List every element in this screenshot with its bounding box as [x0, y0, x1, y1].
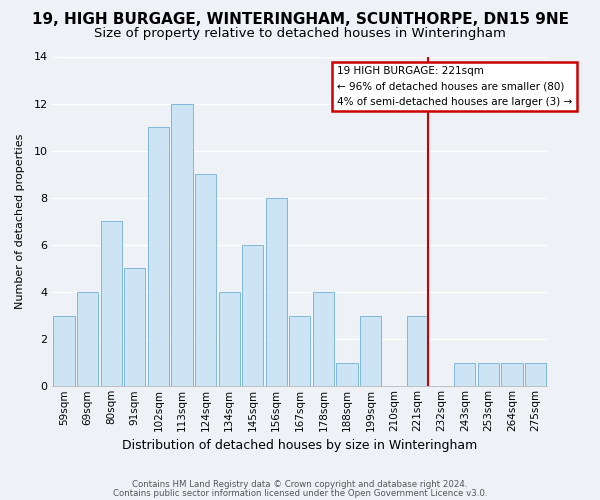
Bar: [360, 316, 381, 386]
Text: Contains HM Land Registry data © Crown copyright and database right 2024.: Contains HM Land Registry data © Crown c…: [132, 480, 468, 489]
Bar: [101, 222, 122, 386]
Text: 19 HIGH BURGAGE: 221sqm
← 96% of detached houses are smaller (80)
4% of semi-det: 19 HIGH BURGAGE: 221sqm ← 96% of detache…: [337, 66, 572, 107]
Bar: [289, 316, 310, 386]
Text: 19, HIGH BURGAGE, WINTERINGHAM, SCUNTHORPE, DN15 9NE: 19, HIGH BURGAGE, WINTERINGHAM, SCUNTHOR…: [32, 12, 569, 28]
Bar: [218, 292, 240, 386]
Bar: [407, 316, 428, 386]
Bar: [478, 362, 499, 386]
Bar: [172, 104, 193, 387]
Text: Size of property relative to detached houses in Winteringham: Size of property relative to detached ho…: [94, 28, 506, 40]
Bar: [148, 127, 169, 386]
Bar: [266, 198, 287, 386]
Bar: [502, 362, 523, 386]
Y-axis label: Number of detached properties: Number of detached properties: [15, 134, 25, 309]
X-axis label: Distribution of detached houses by size in Winteringham: Distribution of detached houses by size …: [122, 440, 478, 452]
Bar: [454, 362, 475, 386]
Bar: [77, 292, 98, 386]
Text: Contains public sector information licensed under the Open Government Licence v3: Contains public sector information licen…: [113, 488, 487, 498]
Bar: [53, 316, 75, 386]
Bar: [337, 362, 358, 386]
Bar: [195, 174, 216, 386]
Bar: [124, 268, 145, 386]
Bar: [313, 292, 334, 386]
Bar: [242, 245, 263, 386]
Bar: [525, 362, 546, 386]
